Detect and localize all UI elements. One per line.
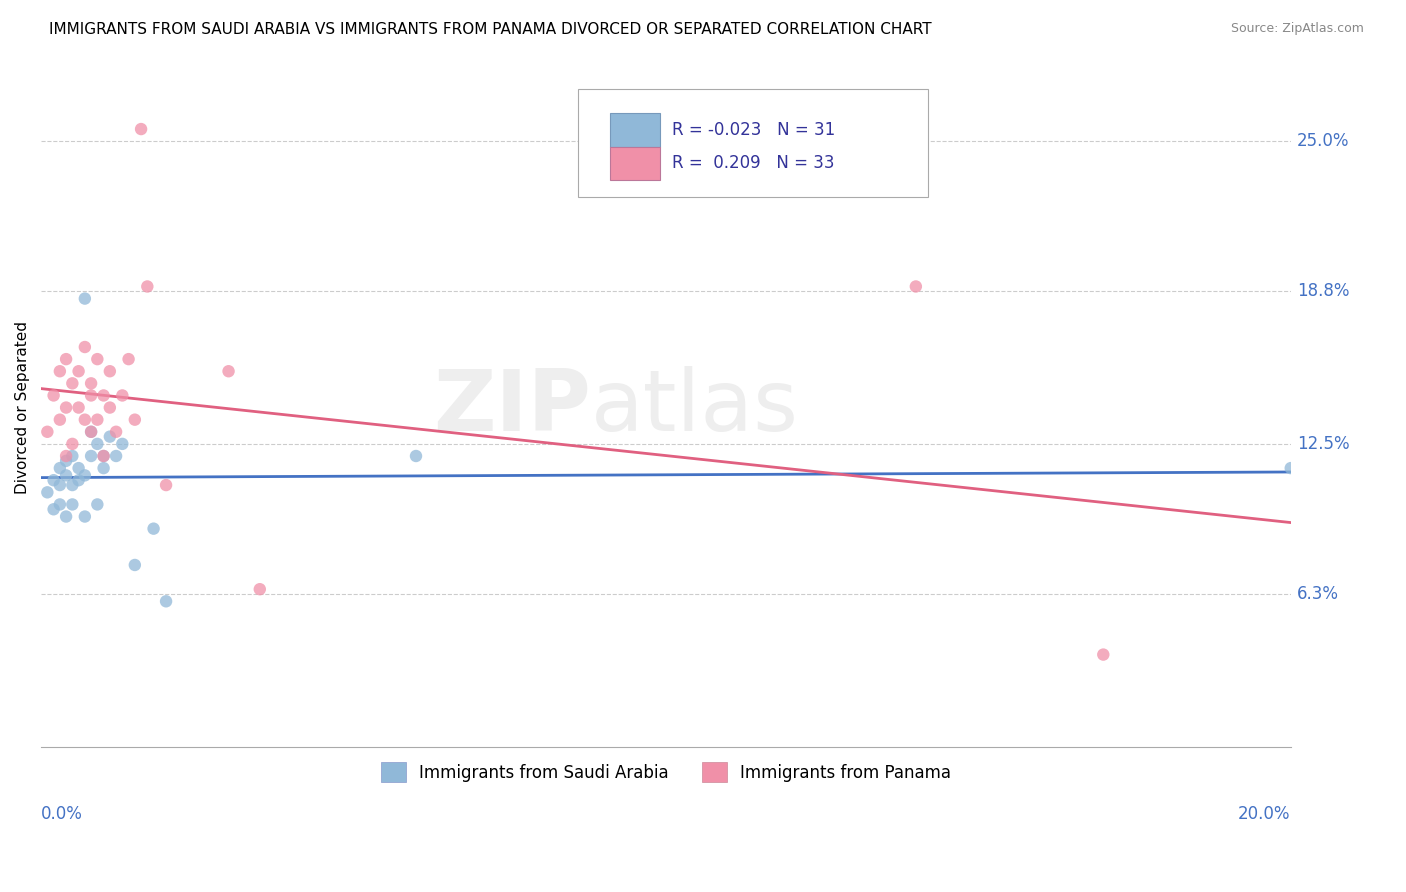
Point <box>55 449 77 463</box>
Point <box>124 558 146 572</box>
FancyBboxPatch shape <box>578 89 928 197</box>
Point <box>904 279 927 293</box>
Legend: Immigrants from Saudi Arabia, Immigrants from Panama: Immigrants from Saudi Arabia, Immigrants… <box>374 756 957 789</box>
Text: Source: ZipAtlas.com: Source: ZipAtlas.com <box>1230 22 1364 36</box>
Point <box>67 364 90 378</box>
Point <box>93 461 115 475</box>
Point <box>55 454 77 468</box>
Point <box>37 485 59 500</box>
Point <box>42 502 65 516</box>
Point <box>42 473 65 487</box>
Text: 25.0%: 25.0% <box>1296 132 1350 150</box>
Point <box>67 401 90 415</box>
Point <box>111 437 134 451</box>
Point <box>86 437 108 451</box>
Point <box>129 122 152 136</box>
Point <box>93 449 115 463</box>
Point <box>86 412 108 426</box>
Point <box>55 401 77 415</box>
FancyBboxPatch shape <box>610 112 659 146</box>
Point <box>49 412 72 426</box>
Text: 6.3%: 6.3% <box>1296 585 1339 603</box>
Text: R = -0.023   N = 31: R = -0.023 N = 31 <box>672 120 835 138</box>
Point <box>80 449 103 463</box>
Point <box>49 478 72 492</box>
Point <box>98 364 121 378</box>
Point <box>136 279 159 293</box>
Point <box>124 412 146 426</box>
Point <box>60 376 83 391</box>
Point <box>80 376 103 391</box>
Point <box>1092 648 1115 662</box>
Point <box>73 412 96 426</box>
Point <box>60 478 83 492</box>
Point <box>37 425 59 439</box>
Text: 20.0%: 20.0% <box>1239 805 1291 822</box>
Point <box>49 498 72 512</box>
Point <box>98 401 121 415</box>
Point <box>60 498 83 512</box>
Point <box>105 425 128 439</box>
Text: IMMIGRANTS FROM SAUDI ARABIA VS IMMIGRANTS FROM PANAMA DIVORCED OR SEPARATED COR: IMMIGRANTS FROM SAUDI ARABIA VS IMMIGRAN… <box>49 22 932 37</box>
Point <box>55 352 77 367</box>
Point <box>80 388 103 402</box>
Point <box>86 352 108 367</box>
Point <box>67 473 90 487</box>
Point <box>80 425 103 439</box>
Point <box>60 437 83 451</box>
Text: ZIP: ZIP <box>433 366 591 449</box>
Point <box>55 509 77 524</box>
Point <box>86 498 108 512</box>
Text: 12.5%: 12.5% <box>1296 435 1350 453</box>
Point <box>93 388 115 402</box>
Point <box>155 594 177 608</box>
Point <box>249 582 271 597</box>
Text: 18.8%: 18.8% <box>1296 283 1350 301</box>
Point <box>49 461 72 475</box>
Text: atlas: atlas <box>591 366 799 449</box>
Point <box>42 388 65 402</box>
Point <box>98 429 121 443</box>
Point <box>405 449 427 463</box>
Point <box>117 352 139 367</box>
Point <box>73 468 96 483</box>
Point <box>49 364 72 378</box>
FancyBboxPatch shape <box>610 146 659 180</box>
Point <box>155 478 177 492</box>
Point <box>73 340 96 354</box>
Point <box>55 468 77 483</box>
Point <box>105 449 128 463</box>
Point <box>73 292 96 306</box>
Point <box>93 449 115 463</box>
Point <box>80 425 103 439</box>
Point <box>60 449 83 463</box>
Point <box>1279 461 1302 475</box>
Point <box>67 461 90 475</box>
Text: R =  0.209   N = 33: R = 0.209 N = 33 <box>672 154 835 172</box>
Text: 0.0%: 0.0% <box>41 805 83 822</box>
Point <box>218 364 240 378</box>
Point <box>111 388 134 402</box>
Point <box>73 509 96 524</box>
Y-axis label: Divorced or Separated: Divorced or Separated <box>15 321 30 494</box>
Point <box>142 522 165 536</box>
